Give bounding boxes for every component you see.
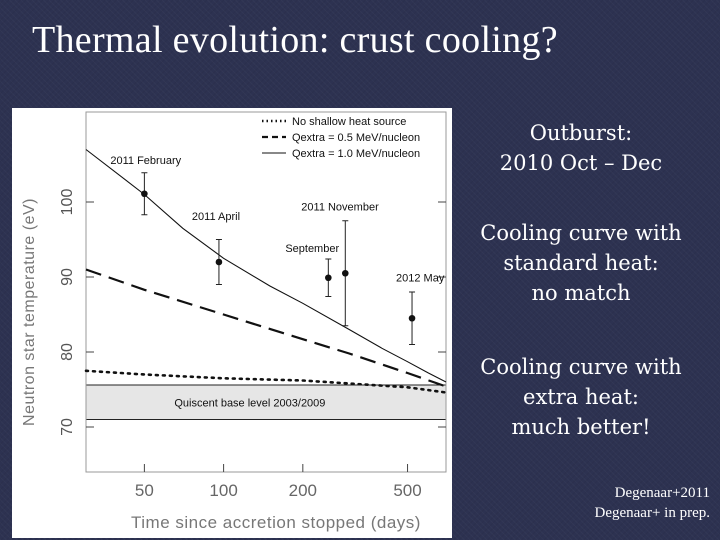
data-point (341, 269, 349, 277)
standard-heat-line-1: Cooling curve with (480, 221, 682, 245)
extra-heat-block: Cooling curve with extra heat: much bett… (452, 352, 710, 442)
y-tick-label: 90 (59, 268, 76, 286)
reference-2: Degenaar+ in prep. (594, 505, 711, 521)
standard-heat-block: Cooling curve with standard heat: no mat… (452, 218, 710, 308)
series-line-dotted (84, 369, 448, 394)
legend-label: Qextra = 1.0 MeV/nucleon (292, 148, 420, 160)
standard-heat-line-2: standard heat: (503, 251, 659, 275)
cooling-chart: Quiscent base level 2003/2009 70 80 90 100 50… (12, 108, 452, 538)
data-point (408, 314, 416, 322)
data-point (325, 274, 332, 282)
reference-1: Degenaar+2011 (614, 485, 710, 501)
data-point (141, 190, 148, 198)
slide-title: Thermal evolution: crust cooling? (32, 19, 558, 61)
data-point-label: 2012 May (396, 272, 445, 284)
legend-label: No shallow heat source (292, 116, 406, 128)
y-tick-label: 70 (59, 418, 76, 436)
data-point-label: 2011 April (192, 211, 240, 223)
outburst-line-1: Outburst: (529, 121, 633, 145)
x-axis-label: Time since accretion stopped (days) (131, 513, 421, 532)
y-tick-label: 100 (59, 189, 76, 216)
base-level-band (85, 384, 447, 420)
legend-label: Qextra = 0.5 MeV/nucleon (292, 132, 420, 144)
cooling-chart-svg: Quiscent base level 2003/2009 70 80 90 100 50… (21, 111, 448, 532)
y-axis-label: Neutron star temperature (eV) (21, 198, 38, 426)
x-tick-label: 500 (393, 481, 421, 500)
extra-heat-line-3: much better! (511, 415, 651, 439)
series-line-solid (85, 149, 447, 383)
data-point (215, 258, 223, 266)
outburst-block: Outburst: 2010 Oct – Dec (452, 118, 710, 178)
base-level-label: Quiscent base level 2003/2009 (174, 397, 325, 409)
x-tick-label: 200 (289, 481, 317, 500)
x-tick-label: 50 (135, 481, 154, 500)
outburst-line-2: 2010 Oct – Dec (499, 151, 663, 175)
extra-heat-line-2: extra heat: (523, 385, 639, 409)
extra-heat-line-1: Cooling curve with (480, 355, 682, 379)
data-point-label: September (285, 243, 339, 255)
plot-frame (85, 111, 447, 473)
y-tick-label: 80 (59, 343, 76, 361)
data-point-label: 2011 February (110, 155, 181, 167)
standard-heat-line-3: no match (531, 281, 631, 305)
x-tick-label: 100 (209, 481, 237, 500)
series-line-dashed (85, 268, 447, 388)
data-point-label: 2011 November (301, 201, 379, 213)
references: Degenaar+2011 Degenaar+ in prep. (595, 483, 711, 523)
